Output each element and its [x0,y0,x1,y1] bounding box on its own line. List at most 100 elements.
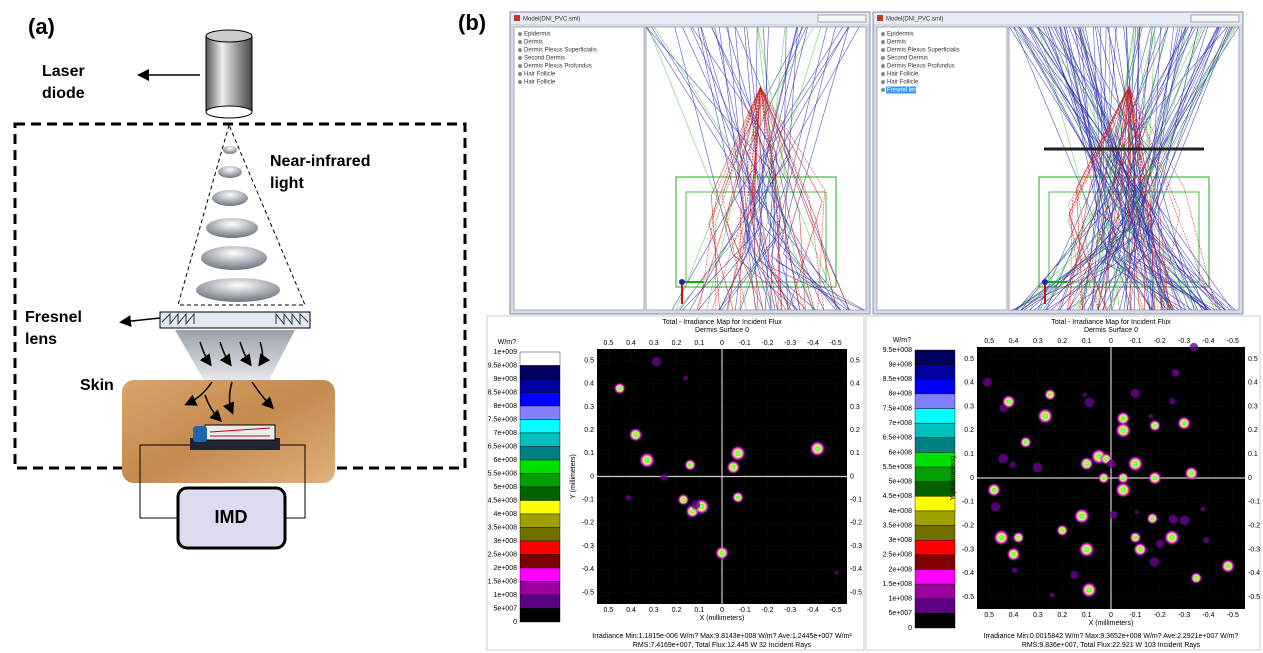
irradiance-spot [629,428,643,442]
tree-node-icon [518,80,522,84]
map-title: Total - Irradiance Map for Incident Flux [662,319,782,326]
map-footer: Irradiance Min:0.0015842 W/m? Max:9.3652… [984,633,1239,640]
x-tick-label: -0.1 [1129,338,1141,345]
y-tick-label: -0.3 [962,546,974,553]
irradiance-spot [715,546,729,560]
faint-spot [998,454,1008,464]
x-tick-label: -0.5 [830,607,842,614]
y-tick-label: -0.1 [1248,499,1260,506]
y-tick-label: -0.5 [962,594,974,601]
faint-spot [834,570,838,574]
y-tick-label: -0.2 [962,522,974,529]
x-tick-label: 0.3 [1033,338,1043,345]
y-tick-label: 0.5 [584,357,594,364]
irradiance-spot [1012,532,1024,544]
tree-item: Dermis [524,40,543,46]
tree-node-icon [881,88,885,92]
colorbar-label: 9e+008 [493,376,517,383]
x-axis-label: X (millimeters) [1089,620,1134,627]
y-tick-label: 0.3 [584,404,594,411]
x-tick-label: 0.4 [626,340,636,347]
x-tick-label: -0.2 [761,607,773,614]
tree-item: Dermis Plexus Profundus [524,64,592,70]
colorbar-band [520,379,560,393]
irradiance-spot [1037,408,1053,424]
laser-label: Laser [42,63,85,80]
colorbar-band [520,406,560,420]
x-tick-label: -0.2 [1154,612,1166,619]
window-icon [877,15,883,21]
colorbar-label: 3.5e+008 [488,524,517,531]
x-tick-label: 0.3 [649,607,659,614]
tree-node-icon [881,64,885,68]
faint-spot [1149,414,1154,419]
y-tick-label: 0 [1248,475,1252,482]
y-tick-label: -0.1 [962,499,974,506]
tree-item: Epidermis [887,32,914,38]
x-tick-label: 0 [1109,612,1113,619]
irradiance-spot [987,483,1001,497]
faint-spot [1050,593,1055,598]
irradiance-spot [1148,471,1162,485]
colorbar-band [915,613,955,628]
x-tick-label: -0.3 [784,340,796,347]
colorbar-label: 8e+008 [888,391,912,398]
lens-arrow [122,318,160,322]
colorbar-band [915,394,955,409]
colorbar-band [915,599,955,614]
y-tick-label: -0.3 [582,543,594,550]
colorbar-label: 8.5e+008 [488,389,517,396]
colorbar-band [915,511,955,526]
y-tick-label: -0.1 [850,497,862,504]
colorbar-label: 7.5e+008 [488,416,517,423]
y-tick-label: 0.3 [850,404,860,411]
colorbar-label: 2.5e+008 [488,551,517,558]
x-tick-label: -0.3 [784,607,796,614]
colorbar-band [520,595,560,609]
y-tick-label: -0.4 [582,566,594,573]
y-tick-label: 0.4 [850,381,860,388]
y-tick-label: 0.2 [1248,427,1258,434]
tree-item: Hair Follicle [887,72,919,78]
lens-label: Fresnel [25,309,82,326]
x-tick-label: -0.5 [830,340,842,347]
x-tick-label: 0 [1109,338,1113,345]
irradiance-spot [1146,512,1158,524]
colorbar-band [520,568,560,582]
faint-spot [683,376,688,381]
colorbar-label: 7e+008 [493,430,517,437]
irradiance-spot [730,445,746,461]
tree-item: Epidermis [524,32,551,38]
irradiance-spot [1020,436,1032,448]
tree-node-icon [518,72,522,76]
faint-spot [1033,462,1043,472]
y-tick-label: 0 [590,473,594,480]
tree-item: Hair Follicle [524,72,556,78]
faint-spot [1135,510,1139,514]
colorbar-label: 9.5e+008 [488,362,517,369]
y-tick-label: -0.5 [850,589,862,596]
x-tick-label: 0.1 [1082,612,1092,619]
x-tick-label: 0.4 [626,607,636,614]
colorbar-band [915,379,955,394]
faint-spot [1169,515,1178,524]
x-tick-label: 0.5 [603,340,613,347]
light-label: light [270,175,304,192]
x-tick-label: 0.5 [984,612,994,619]
faint-spot [1180,515,1190,525]
beam-cone [178,125,305,305]
y-tick-label: 0.2 [964,427,974,434]
colorbar-band [520,460,560,474]
colorbar-band [915,526,955,541]
colorbar-band [520,555,560,569]
window-title: Model(DNI_PVC.sml) [886,17,943,23]
y-tick-label: 0.4 [1248,380,1258,387]
irradiance-spot [1184,466,1198,480]
colorbar-label: 4e+008 [888,508,912,515]
laser-label: diode [42,85,85,102]
colorbar-band [915,409,955,424]
y-tick-label: -0.4 [962,570,974,577]
x-tick-label: -0.1 [739,340,751,347]
x-tick-label: -0.4 [1202,338,1214,345]
map-footer: RMS:9.836e+007, Total Flux:22.921 W 103 … [1022,642,1201,649]
